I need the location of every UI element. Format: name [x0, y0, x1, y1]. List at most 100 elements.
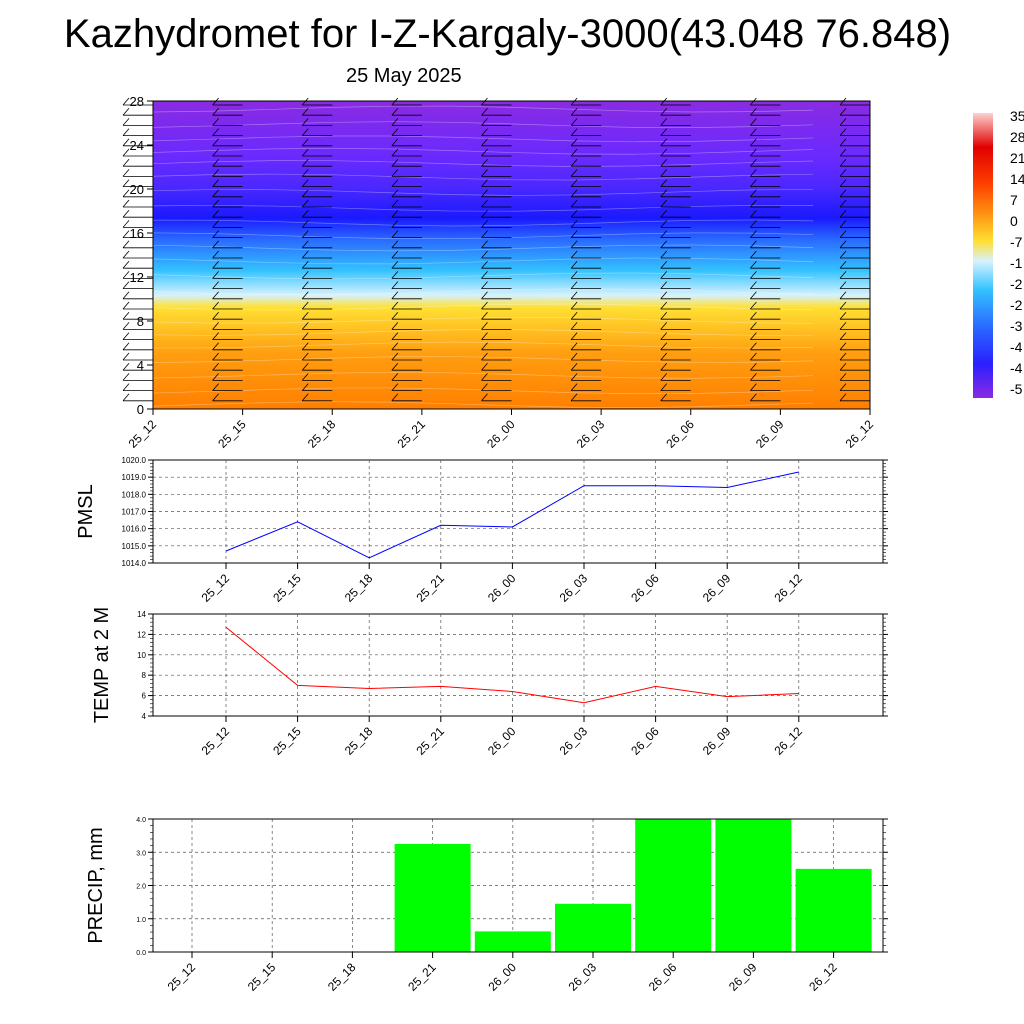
- wind-barb: [570, 260, 578, 269]
- panel-frame: [152, 459, 884, 564]
- wind-barb: [122, 97, 130, 106]
- wind-barb: [570, 311, 578, 320]
- wind-barb: [122, 107, 130, 116]
- x-tick-label: 25_18: [325, 960, 359, 994]
- wind-barb: [839, 383, 847, 391]
- wind-barb: [481, 311, 488, 320]
- wind-barb: [212, 311, 219, 320]
- wind-barb: [750, 311, 757, 320]
- colorbar-label: -1: [1010, 255, 1023, 271]
- x-tick-label: 26_03: [574, 417, 608, 451]
- wind-barb: [570, 220, 578, 228]
- panel-frame-top: [152, 818, 884, 953]
- x-tick-label: 26_06: [646, 960, 680, 994]
- xsec-contour: [152, 173, 814, 181]
- y-tick-label: 0.0: [136, 950, 146, 957]
- y-tick-label: 3.0: [136, 850, 146, 857]
- wind-barb: [212, 281, 219, 289]
- x-tick-label: 26_06: [628, 724, 662, 758]
- wind-barb: [122, 179, 130, 187]
- wind-barb: [570, 209, 578, 218]
- wind-barb: [122, 311, 130, 320]
- wind-barb: [122, 281, 130, 289]
- wind-barb: [212, 362, 219, 371]
- wind-barb: [391, 250, 399, 259]
- wind-barb: [750, 220, 757, 228]
- wind-barb: [839, 260, 847, 269]
- wind-barb: [481, 362, 488, 371]
- wind-barb: [660, 138, 668, 147]
- wind-barb: [660, 158, 668, 167]
- wind-barb: [481, 393, 488, 402]
- wind-barb: [839, 118, 847, 126]
- y-tick-label: 10: [137, 651, 146, 660]
- wind-barb: [839, 250, 847, 259]
- wind-barb: [301, 230, 309, 238]
- colorbar-label: -2: [1010, 297, 1023, 313]
- wind-barb: [750, 373, 757, 381]
- precip-bar: [635, 819, 712, 952]
- wind-barb: [750, 128, 757, 136]
- wind-barb: [301, 311, 309, 320]
- xsec-contour: [152, 219, 814, 227]
- xsec-contour: [152, 387, 814, 395]
- wind-barb: [750, 189, 757, 198]
- wind-barb: [660, 230, 668, 238]
- pmsl-series-line: [225, 471, 799, 559]
- wind-barb: [660, 169, 668, 177]
- wind-barb: [481, 281, 488, 289]
- wind-barb: [839, 301, 847, 310]
- wind-barb: [570, 271, 578, 279]
- wind-barb: [301, 199, 309, 208]
- y-tick-label: 1016.0: [122, 525, 147, 534]
- wind-barb: [481, 250, 488, 259]
- wind-barb: [122, 169, 130, 177]
- wind-barb: [122, 352, 130, 361]
- wind-barb: [301, 158, 309, 167]
- wind-barb: [660, 148, 668, 157]
- wind-barb: [750, 148, 757, 157]
- wind-barb: [212, 128, 219, 136]
- x-tick-label: 26_09: [753, 417, 787, 451]
- colorbar-label: 7: [1010, 192, 1018, 208]
- wind-barb: [301, 281, 309, 289]
- wind-barb: [391, 271, 399, 279]
- wind-barb: [660, 220, 668, 228]
- wind-barb: [570, 240, 578, 249]
- wind-barb: [122, 240, 130, 249]
- wind-barb: [122, 148, 130, 157]
- wind-barb: [212, 158, 219, 167]
- y-tick-label: 12: [137, 630, 146, 639]
- wind-barb: [839, 220, 847, 228]
- wind-barb: [660, 118, 668, 126]
- wind-barb: [839, 230, 847, 238]
- wind-barb: [391, 107, 399, 116]
- wind-barb: [750, 209, 757, 218]
- wind-barb: [212, 230, 219, 238]
- xsec-field: [153, 101, 870, 409]
- wind-barb: [570, 179, 578, 187]
- x-tick-label: 26_06: [628, 571, 662, 605]
- wind-barb: [301, 271, 309, 279]
- colorbar-label: 0: [1010, 213, 1018, 229]
- wind-barb: [391, 301, 399, 310]
- wind-barb: [391, 199, 399, 208]
- wind-barb: [212, 352, 219, 361]
- wind-barb: [750, 169, 757, 177]
- y-tick-label: 4: [142, 712, 147, 721]
- wind-barb: [660, 209, 668, 218]
- wind-barb: [660, 240, 668, 249]
- wind-barb: [391, 383, 399, 391]
- wind-barb: [212, 179, 219, 187]
- wind-barb: [212, 199, 219, 208]
- wind-barb: [301, 138, 309, 147]
- wind-barb: [481, 322, 488, 330]
- wind-barb: [839, 199, 847, 208]
- xsec-contour: [152, 288, 814, 296]
- xsec-contour: [152, 272, 814, 280]
- wind-barb: [570, 301, 578, 310]
- wind-barb: [122, 332, 130, 340]
- wind-barb: [301, 362, 309, 371]
- wind-barb: [391, 138, 399, 147]
- wind-barb: [391, 342, 399, 351]
